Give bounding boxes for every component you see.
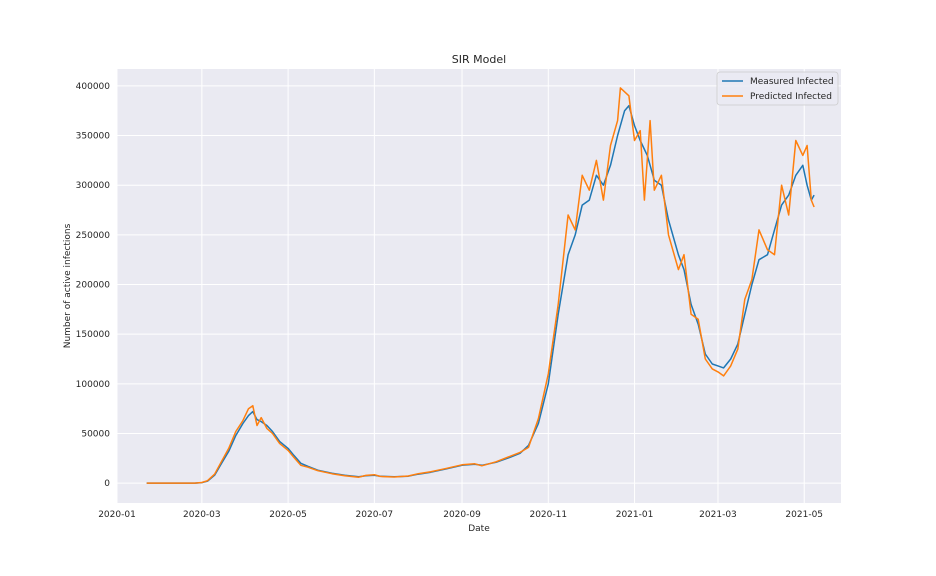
y-tick-label: 250000 — [76, 231, 111, 241]
series-lines — [146, 87, 815, 484]
legend-box — [716, 71, 839, 106]
y-tick-labels: 0 50000 100000 150000 200000 250000 300000 3500… — [76, 82, 111, 489]
y-tick-label: 50000 — [81, 429, 110, 439]
plot-area — [117, 69, 841, 503]
legend-label-predicted: Predicted Infected — [750, 92, 832, 102]
y-axis-label: Number of active infections — [63, 223, 73, 348]
x-tick-label: 2020-09 — [443, 510, 481, 520]
x-axis-label: Date — [468, 524, 490, 534]
x-tick-label: 2021-01 — [616, 510, 654, 520]
grid-lines — [116, 69, 841, 503]
x-tick-label: 2020-11 — [529, 510, 567, 520]
x-tick-label: 2021-03 — [699, 510, 737, 520]
y-tick-label: 150000 — [76, 330, 111, 340]
y-tick-label: 400000 — [76, 82, 111, 92]
legend: Measured Infected Predicted Infected — [716, 71, 839, 106]
x-tick-label: 2020-01 — [98, 510, 136, 520]
x-tick-label: 2021-05 — [785, 510, 823, 520]
series-line-predicted-infected — [146, 87, 815, 484]
y-tick-label: 0 — [104, 479, 110, 489]
y-tick-label: 350000 — [76, 132, 111, 142]
x-tick-label: 2020-05 — [269, 510, 307, 520]
x-tick-labels: 2020-01 2020-03 2020-05 2020-07 2020-09 2020-… — [98, 510, 823, 520]
legend-label-measured: Measured Infected — [750, 77, 834, 87]
y-tick-label: 300000 — [76, 181, 111, 191]
y-tick-label: 200000 — [76, 281, 111, 291]
chart-title: SIR Model — [452, 53, 506, 66]
y-tick-label: 100000 — [76, 380, 111, 390]
series-line-measured-infected — [146, 104, 815, 484]
x-tick-label: 2020-03 — [183, 510, 221, 520]
x-tick-label: 2020-07 — [356, 510, 394, 520]
